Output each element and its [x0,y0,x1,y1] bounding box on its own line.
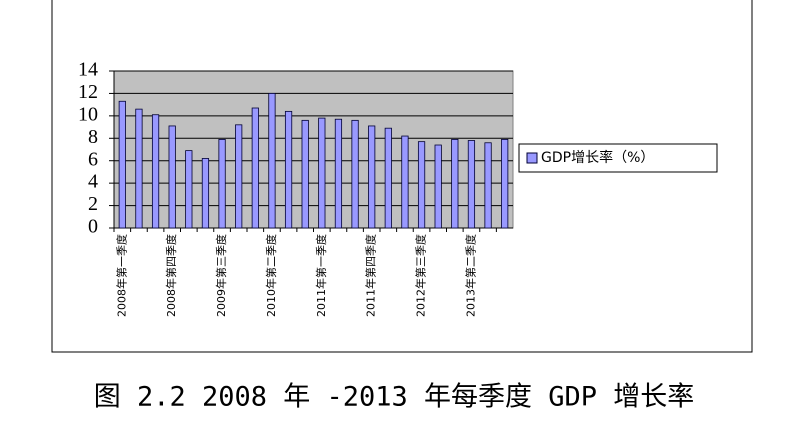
bar [351,119,359,229]
bar [467,140,476,229]
bar [417,141,426,229]
legend-box [518,143,718,173]
bar [334,118,343,229]
legend-swatch [526,152,538,164]
bar [451,139,459,229]
y-tick-label: 12 [78,81,98,103]
x-tick-label: 2012年第三季度 [414,234,428,317]
bar [368,125,376,229]
bar [484,142,492,229]
x-tick-label: 2011年第一季度 [314,234,328,317]
bar [235,124,243,229]
bar [201,158,210,229]
bar [268,93,276,229]
plot-area [113,70,514,229]
x-tick-label: 2009年第三季度 [214,234,228,317]
bar [168,125,176,229]
bar [185,150,193,229]
bar [301,119,309,229]
x-tick-label: 2008年第一季度 [114,234,128,317]
x-tick-label: 2011年第四季度 [364,234,378,317]
caption: 图 2.2 2008 年 -2013 年每季度 GDP 增长率 [94,382,695,413]
bar [218,139,226,229]
bar [384,127,392,229]
x-tick-label: 2013年第二季度 [463,234,477,317]
bar [151,114,160,229]
bar [501,139,509,229]
bar [118,100,126,229]
bar [251,107,259,229]
bar [401,135,409,229]
y-tick-label: 10 [78,103,98,125]
bar [284,110,293,229]
y-tick-label: 6 [88,148,98,170]
y-tick-label: 8 [88,126,98,148]
y-tick-label: 2 [88,193,98,215]
y-tick-label: 4 [88,171,98,193]
bar [318,117,326,229]
legend-label: GDP增长率（%） [541,149,654,166]
x-tick-label: 2008年第四季度 [164,234,178,317]
bar [135,108,143,229]
bar [434,144,442,229]
y-tick-label: 0 [88,216,98,238]
y-tick-label: 14 [78,59,98,81]
x-tick-label: 2010年第二季度 [264,234,278,317]
